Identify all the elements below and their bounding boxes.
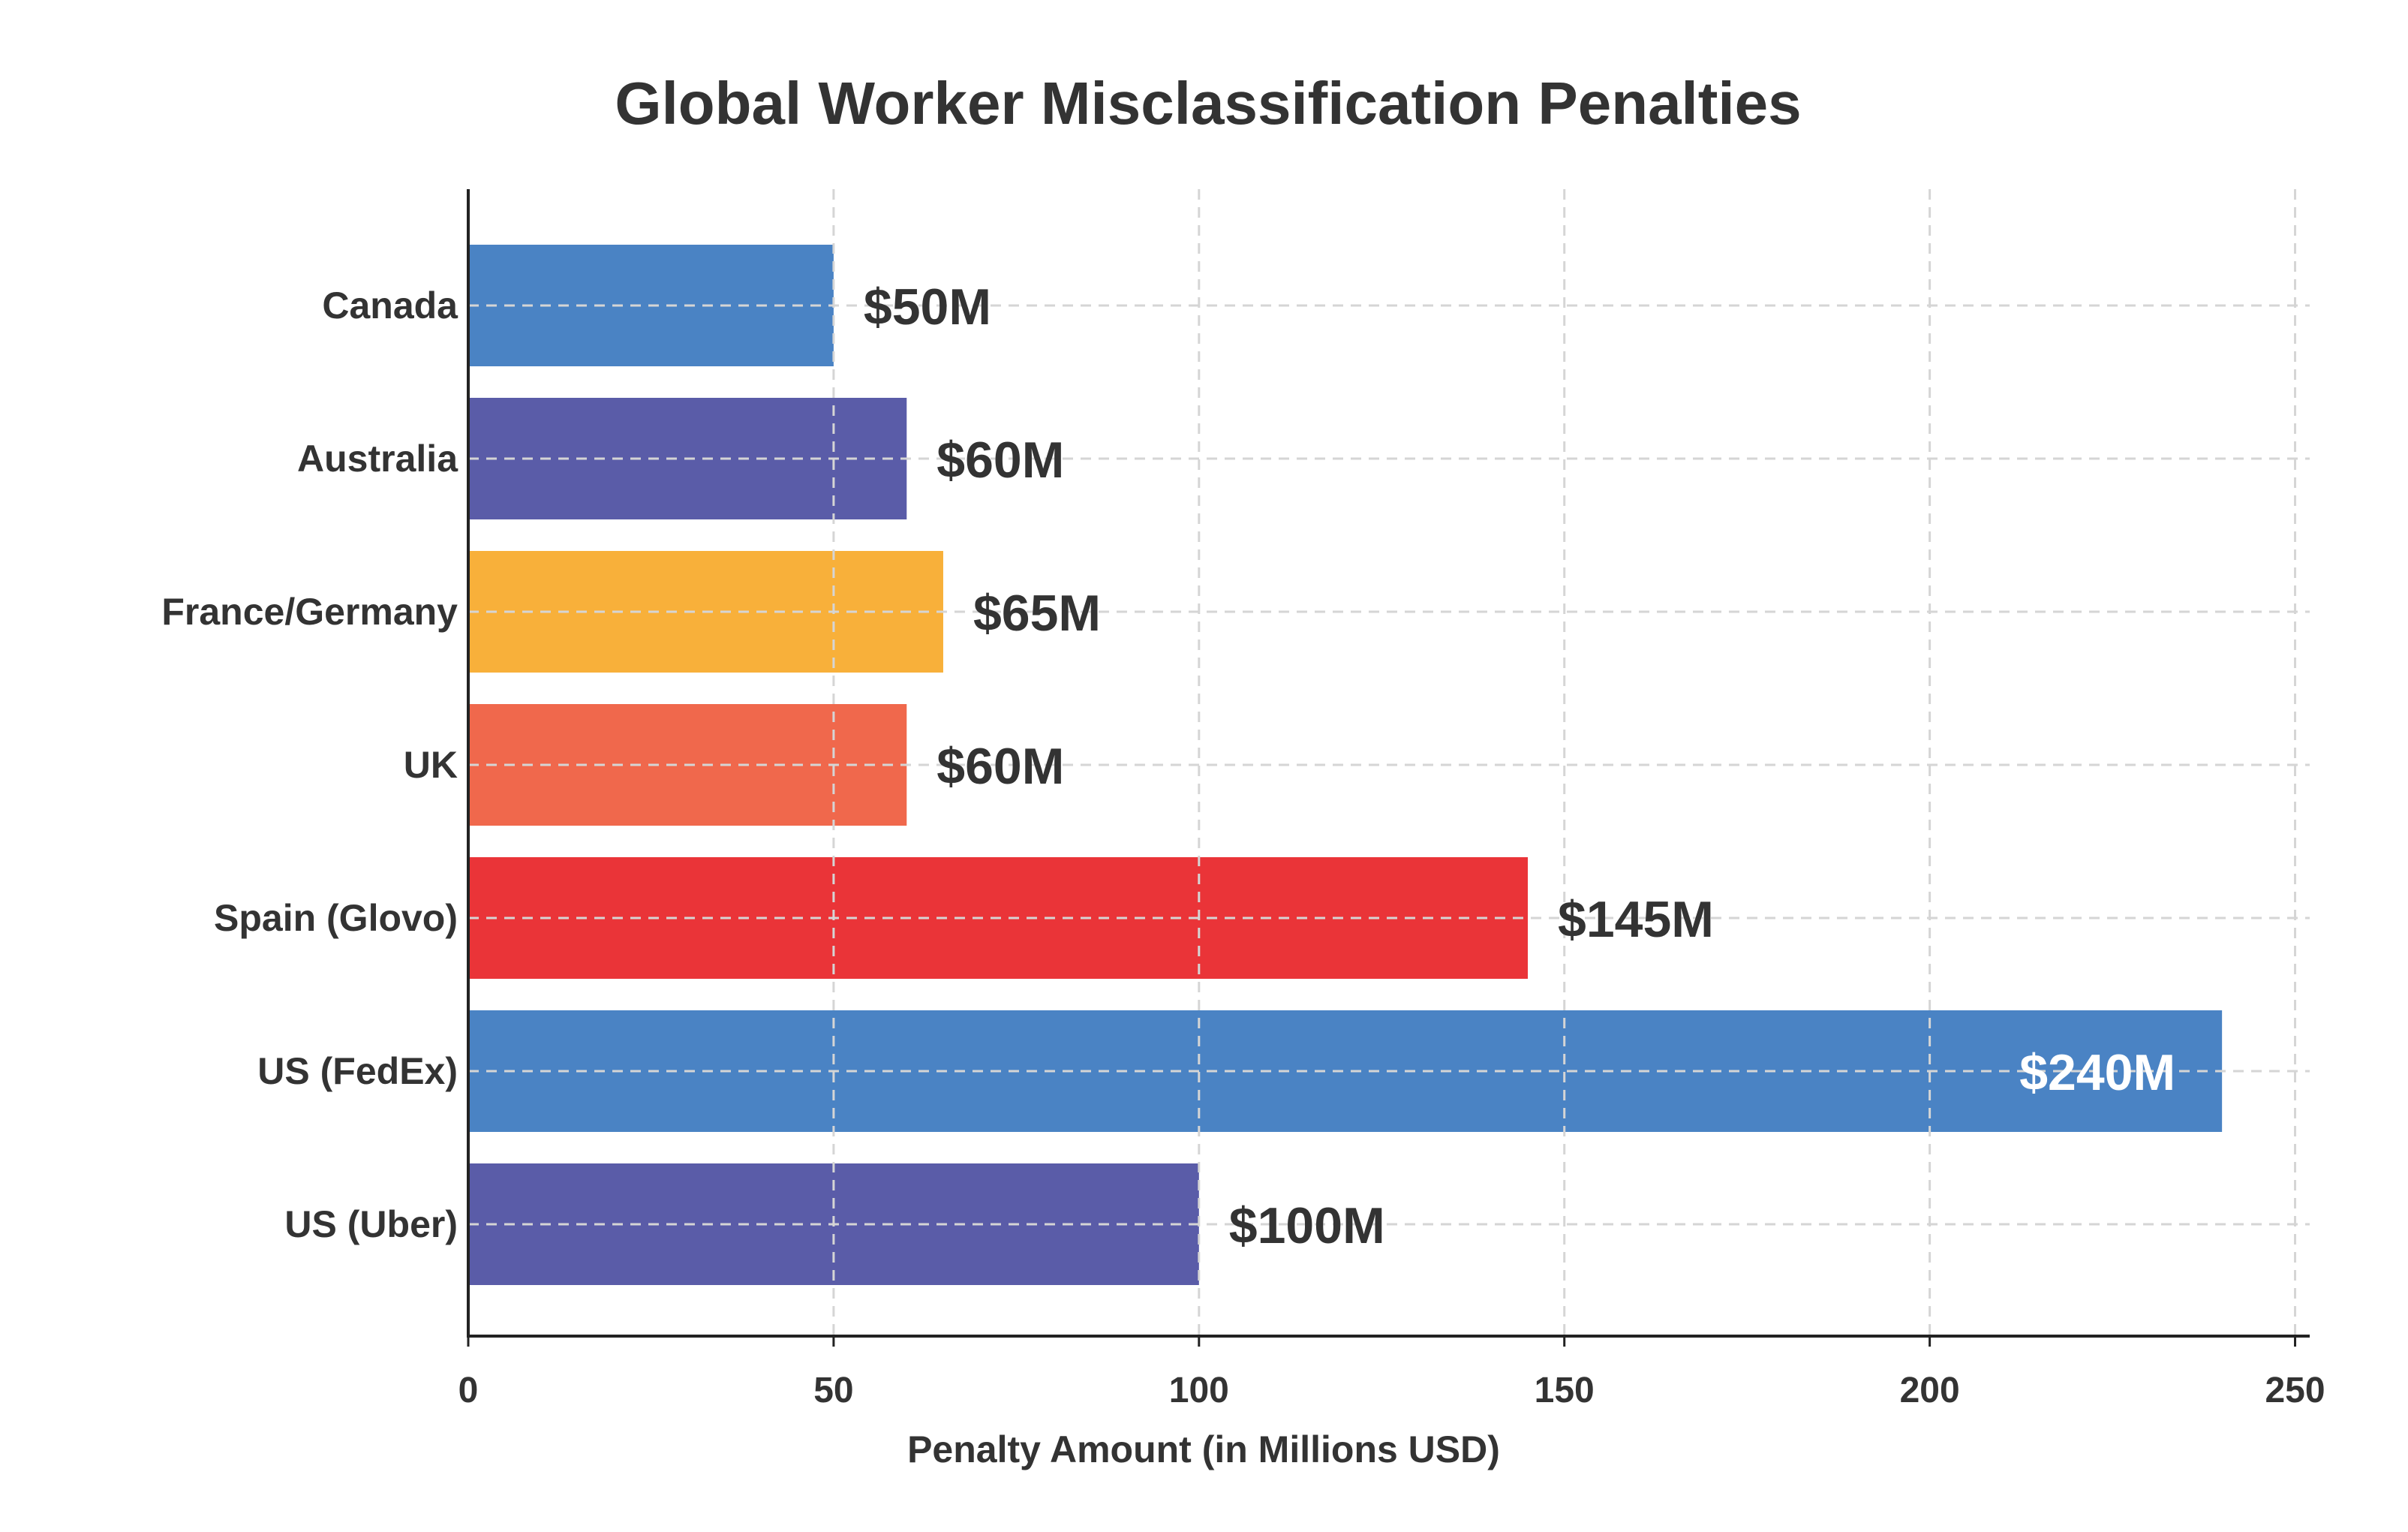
- data-label: $100M: [1229, 1197, 1385, 1254]
- data-label: $145M: [1558, 891, 1714, 948]
- data-label: $60M: [936, 432, 1064, 489]
- x-tick-label: 150: [1535, 1371, 1595, 1410]
- data-label: $50M: [864, 278, 991, 336]
- x-tick-label: 100: [1169, 1371, 1229, 1410]
- category-label: Spain (Glovo): [214, 897, 458, 939]
- x-tick-label: 200: [1900, 1371, 1960, 1410]
- bars: [468, 245, 2223, 1285]
- data-label: $240M: [2019, 1044, 2175, 1101]
- bar: [468, 1010, 2223, 1132]
- category-label: France/Germany: [161, 591, 458, 633]
- grid-lines: [468, 189, 2310, 1336]
- data-label: $65M: [973, 585, 1101, 642]
- category-label: US (Uber): [284, 1203, 458, 1245]
- x-tick-label: 0: [458, 1371, 479, 1410]
- x-axis-label: Penalty Amount (in Millions USD): [907, 1428, 1500, 1470]
- chart-title: Global Worker Misclassification Penaltie…: [615, 70, 1801, 137]
- category-label: Canada: [322, 284, 458, 327]
- labels: 0 50 100 150 200 250 Canada $50M Australia $60M Fr…: [161, 278, 2325, 1410]
- category-label: UK: [404, 744, 458, 786]
- x-tick-label: 250: [2265, 1371, 2325, 1410]
- category-label: US (FedEx): [257, 1050, 458, 1092]
- category-label: Australia: [297, 438, 458, 480]
- axes: [467, 189, 2310, 1347]
- data-label: $60M: [936, 738, 1064, 795]
- x-tick-label: 50: [813, 1371, 853, 1410]
